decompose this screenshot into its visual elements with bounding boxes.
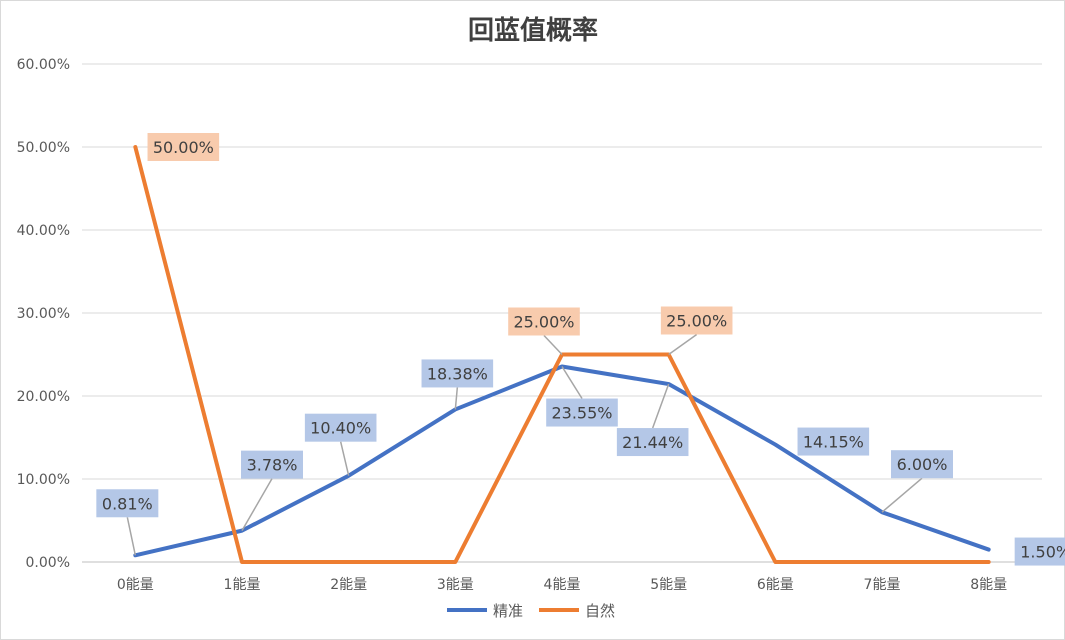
y-axis: 0.00% 10.00% 20.00% 30.00% 40.00% 50.00% 60.00… (17, 57, 70, 571)
data-label: 6.00% (881, 450, 953, 513)
y-tick-label: 40.00% (17, 223, 70, 239)
x-tick-label: 1能量 (224, 577, 261, 593)
data-label-box (147, 133, 220, 161)
data-label-box (96, 489, 159, 518)
leader-line (651, 383, 670, 429)
x-tick-label: 0能量 (117, 577, 154, 593)
legend-label: 精准 (493, 602, 523, 620)
x-tick-label: 3能量 (437, 577, 474, 593)
data-label: 1.50% (1014, 537, 1065, 566)
data-label-box (891, 450, 953, 479)
x-tick-label: 4能量 (544, 577, 581, 593)
data-labels: 0.81% 3.78% 10.40% 18.38% 23.55% 21.44% 14.15%… (96, 133, 1065, 566)
data-label: 3.78% (241, 450, 303, 532)
data-label-text: 23.55% (551, 404, 612, 423)
leader-line (561, 366, 583, 399)
data-label: 23.55% (546, 366, 618, 427)
y-tick-label: 10.00% (17, 472, 70, 488)
y-tick-label: 50.00% (17, 140, 70, 156)
leader-line (881, 477, 923, 513)
data-label-box (304, 413, 377, 442)
y-tick-label: 30.00% (17, 306, 70, 322)
data-label: 21.44% (616, 383, 689, 457)
data-label-text: 14.15% (803, 433, 864, 452)
leader-line (668, 333, 698, 356)
data-label: 18.38% (421, 359, 494, 410)
data-label-box (660, 306, 733, 335)
data-label-text: 1.50% (1020, 543, 1065, 562)
data-label-text: 3.78% (247, 456, 298, 475)
data-label-text: 0.81% (102, 494, 153, 513)
y-tick-label: 20.00% (17, 389, 70, 405)
leader-line (454, 387, 459, 410)
data-label: 14.15% (797, 427, 870, 456)
data-label-box (421, 359, 494, 388)
data-label-text: 50.00% (153, 138, 214, 157)
data-label-box (797, 427, 870, 456)
chart-title: 回蓝值概率 (468, 15, 598, 46)
leader-line (543, 334, 563, 356)
data-label: 10.40% (304, 413, 377, 476)
data-label-box (241, 450, 303, 479)
data-label-box (546, 398, 618, 427)
leader-line (126, 517, 137, 556)
x-tick-label: 8能量 (970, 577, 1007, 593)
x-axis: 0能量 1能量 2能量 3能量 4能量 5能量 6能量 7能量 8能量 (117, 577, 1007, 593)
data-label: 0.81% (96, 489, 159, 556)
x-tick-label: 2能量 (330, 577, 367, 593)
legend-item-1: 自然 (539, 602, 615, 620)
leader-line (241, 478, 273, 532)
legend-item-0: 精准 (447, 602, 523, 620)
data-label: 25.00% (508, 307, 580, 356)
leader-line (339, 441, 350, 476)
data-label: 50.00% (147, 133, 220, 161)
data-label-text: 18.38% (427, 364, 488, 383)
data-label-box (616, 428, 689, 457)
data-label-text: 6.00% (897, 455, 948, 474)
y-tick-label: 0.00% (26, 555, 70, 571)
data-label-box (1014, 537, 1065, 566)
x-tick-label: 6能量 (757, 577, 794, 593)
legend: 精准 自然 (447, 602, 615, 620)
y-tick-label: 60.00% (17, 57, 70, 73)
data-label: 25.00% (660, 306, 733, 356)
data-label-box (508, 307, 580, 336)
x-tick-label: 5能量 (650, 577, 687, 593)
legend-label: 自然 (585, 602, 615, 620)
data-label-text: 25.00% (513, 313, 574, 332)
data-label-text: 21.44% (622, 433, 683, 452)
data-label-text: 10.40% (310, 419, 371, 438)
x-tick-label: 7能量 (864, 577, 901, 593)
data-label-text: 25.00% (666, 312, 727, 331)
